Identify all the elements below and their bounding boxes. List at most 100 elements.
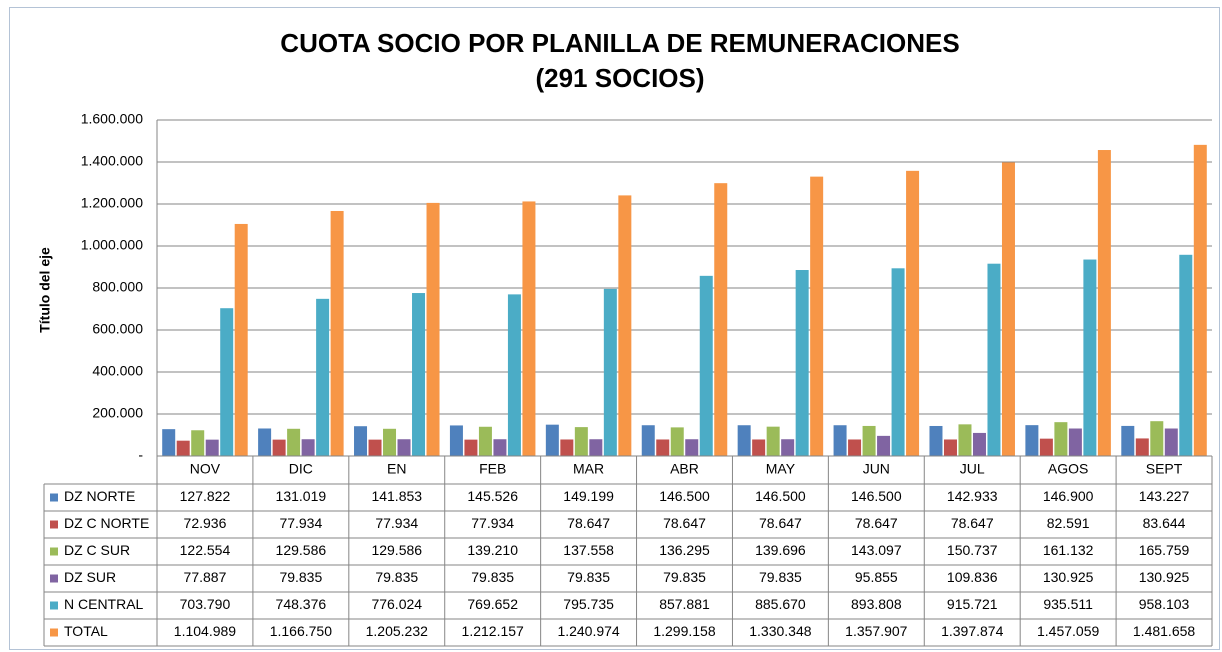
y-tick-label: 800.000 — [92, 279, 143, 295]
table-value: 130.925 — [1043, 569, 1094, 585]
bar — [1121, 425, 1135, 456]
bar — [906, 170, 920, 456]
bar — [545, 424, 559, 456]
table-value: 129.586 — [276, 542, 327, 558]
bar — [301, 439, 315, 456]
bar — [833, 425, 847, 456]
x-tick-label: MAY — [766, 461, 796, 477]
x-tick-label: DIC — [289, 461, 313, 477]
bar — [1054, 422, 1068, 456]
table-value: 72.936 — [184, 515, 227, 531]
bar — [929, 425, 943, 456]
table-value: 748.376 — [276, 596, 327, 612]
table-value: 141.853 — [371, 488, 422, 504]
table-value: 146.900 — [1043, 488, 1094, 504]
table-value: 1.299.158 — [653, 623, 715, 639]
y-tick-label: 1.400.000 — [81, 153, 143, 169]
table-value: 129.586 — [371, 542, 422, 558]
bar — [848, 439, 862, 456]
bar — [1150, 421, 1164, 456]
legend-key — [50, 601, 58, 610]
bar — [1068, 428, 1082, 456]
table-value: 1.357.907 — [845, 623, 907, 639]
table-value: 139.696 — [755, 542, 806, 558]
table-value: 79.835 — [279, 569, 322, 585]
bar — [589, 439, 603, 456]
bar — [766, 426, 780, 456]
table-value: 935.511 — [1043, 596, 1093, 612]
table-value: 795.735 — [563, 596, 614, 612]
bar — [752, 439, 766, 456]
table-value: 893.808 — [851, 596, 902, 612]
bar — [478, 426, 492, 456]
bar — [191, 430, 205, 456]
bar — [877, 435, 891, 456]
x-tick-label: JUN — [863, 461, 890, 477]
y-tick-label: 600.000 — [92, 321, 143, 337]
bar — [1164, 428, 1178, 456]
bar — [162, 429, 176, 456]
bar — [603, 288, 617, 456]
table-value: 79.835 — [759, 569, 802, 585]
table-value: 769.652 — [467, 596, 518, 612]
legend-key — [50, 574, 58, 583]
table-value: 776.024 — [371, 596, 422, 612]
y-tick-label: 200.000 — [92, 405, 143, 421]
bar — [522, 201, 536, 456]
bar — [618, 195, 632, 457]
y-axis-title: Título del eje — [37, 247, 53, 333]
table-value: 78.647 — [855, 515, 898, 531]
bar — [987, 263, 1001, 456]
legend-key — [50, 493, 58, 502]
bar — [714, 183, 728, 456]
x-tick-label: SEPT — [1146, 461, 1183, 477]
table-value: 95.855 — [855, 569, 898, 585]
bar — [330, 210, 344, 456]
table-value: 161.132 — [1043, 542, 1094, 558]
bar — [1179, 254, 1193, 456]
table-value: 142.933 — [947, 488, 998, 504]
x-tick-label: AGOS — [1048, 461, 1088, 477]
table-value: 77.934 — [471, 515, 514, 531]
table-value: 885.670 — [755, 596, 806, 612]
bar — [1193, 144, 1207, 457]
table-value: 958.103 — [1139, 596, 1190, 612]
bar — [354, 426, 368, 456]
table-value: 1.166.750 — [270, 623, 332, 639]
table-value: 857.881 — [659, 596, 710, 612]
table-value: 79.835 — [567, 569, 610, 585]
table-value: 77.934 — [375, 515, 418, 531]
bar — [1135, 438, 1149, 456]
x-tick-label: ABR — [670, 461, 699, 477]
table-value: 1.212.157 — [462, 623, 524, 639]
bar — [1083, 259, 1097, 456]
bar — [449, 425, 463, 456]
table-value: 146.500 — [659, 488, 710, 504]
bar — [220, 308, 234, 456]
bar — [287, 428, 301, 456]
bar — [685, 439, 699, 456]
bar — [1039, 438, 1053, 456]
x-tick-label: MAR — [573, 461, 604, 477]
bar — [368, 439, 382, 456]
x-tick-label: JUL — [960, 461, 985, 477]
table-value: 78.647 — [951, 515, 994, 531]
legend-label: DZ NORTE — [64, 488, 135, 504]
legend-label: DZ C NORTE — [64, 515, 149, 531]
y-tick-label: - — [138, 447, 143, 463]
table-value: 1.457.059 — [1037, 623, 1099, 639]
bar — [412, 293, 426, 456]
table-value: 1.205.232 — [366, 623, 428, 639]
bar — [737, 425, 751, 456]
table-value: 130.925 — [1139, 569, 1190, 585]
bar — [1025, 425, 1039, 456]
legend-key — [50, 547, 58, 556]
bar — [641, 425, 655, 456]
chart-subtitle: (291 SOCIOS) — [535, 63, 704, 93]
x-tick-label: EN — [387, 461, 406, 477]
bar — [781, 439, 795, 456]
table-value: 78.647 — [663, 515, 706, 531]
table-value: 1.104.989 — [174, 623, 236, 639]
table-value: 145.526 — [467, 488, 518, 504]
table-value: 139.210 — [467, 542, 518, 558]
